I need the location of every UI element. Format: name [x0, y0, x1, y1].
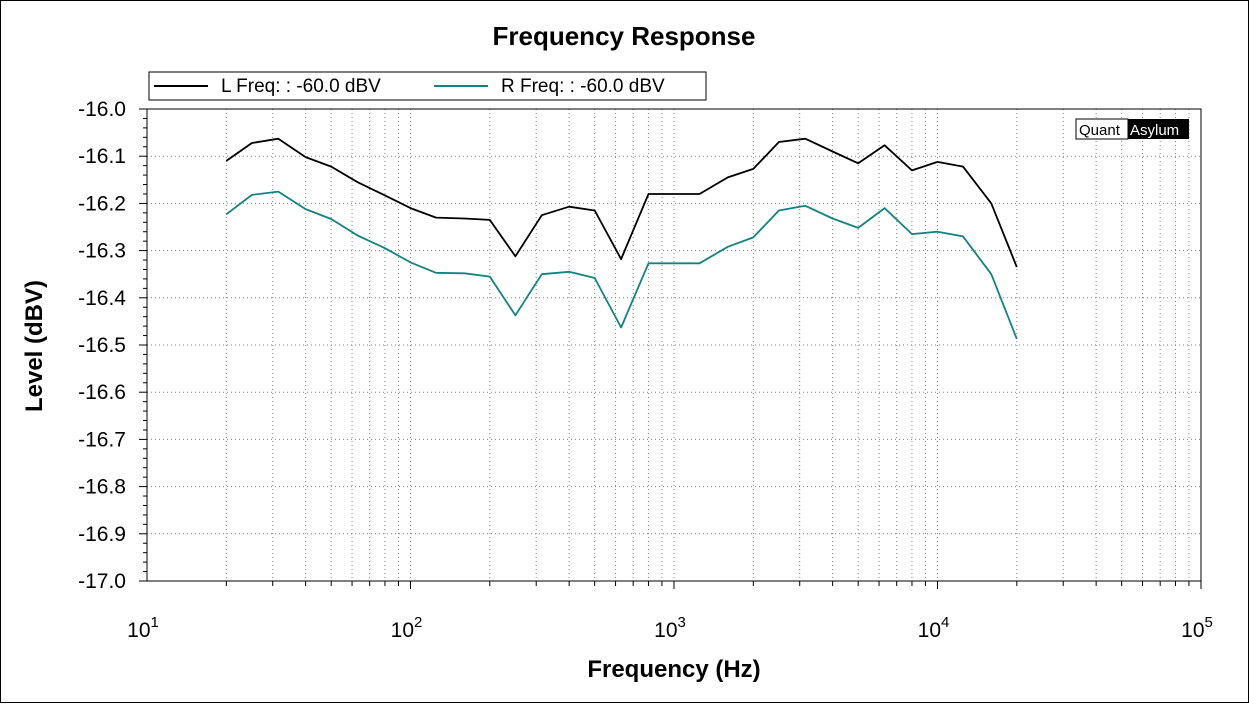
y-tick-label: -16.6 [78, 381, 126, 404]
y-tick-label: -16.9 [78, 523, 126, 546]
y-tick-label: -16.1 [78, 145, 126, 168]
watermark-quant: Quant [1079, 122, 1121, 139]
y-tick-label: -16.7 [78, 428, 126, 451]
quantasylum-watermark: Quant Asylum [1075, 118, 1189, 140]
x-tick-label: 102 [391, 614, 423, 642]
axis-ticks: 101 102 103 104 105 -16.0 -16.1 -16.2 -16.3 -16.4… [78, 98, 1213, 642]
x-axis-label: Frequency (Hz) [587, 656, 760, 683]
y-tick-label: -16.3 [78, 240, 126, 263]
series-line-l-freq [225, 137, 1018, 268]
x-tick-label: 103 [654, 614, 686, 642]
legend-box [148, 71, 707, 101]
x-tick-label: 105 [1181, 614, 1213, 642]
legend-label-r-freq: R Freq: : -60.0 dBV [501, 76, 665, 97]
x-tick-label: 101 [127, 614, 159, 642]
watermark-asylum: Asylum [1130, 122, 1179, 139]
y-tick-label: -16.5 [78, 334, 126, 357]
legend: L Freq: : -60.0 dBV R Freq: : -60.0 dBV [148, 71, 707, 101]
y-tick-label: -16.4 [78, 287, 126, 310]
plot-area [146, 108, 1202, 582]
y-axis-label: Level (dBV) [21, 280, 48, 412]
legend-label-l-freq: L Freq: : -60.0 dBV [221, 76, 381, 97]
chart-title: Frequency Response [493, 21, 756, 51]
y-tick-label: -16.2 [78, 192, 126, 215]
y-tick-label: -16.0 [78, 98, 126, 121]
y-tick-label: -16.8 [78, 476, 126, 499]
series-lines [225, 137, 1018, 340]
series-line-r-freq [225, 190, 1018, 340]
x-tick-label: 104 [918, 614, 950, 642]
y-tick-label: -17.0 [78, 570, 126, 593]
grid [147, 109, 1201, 581]
